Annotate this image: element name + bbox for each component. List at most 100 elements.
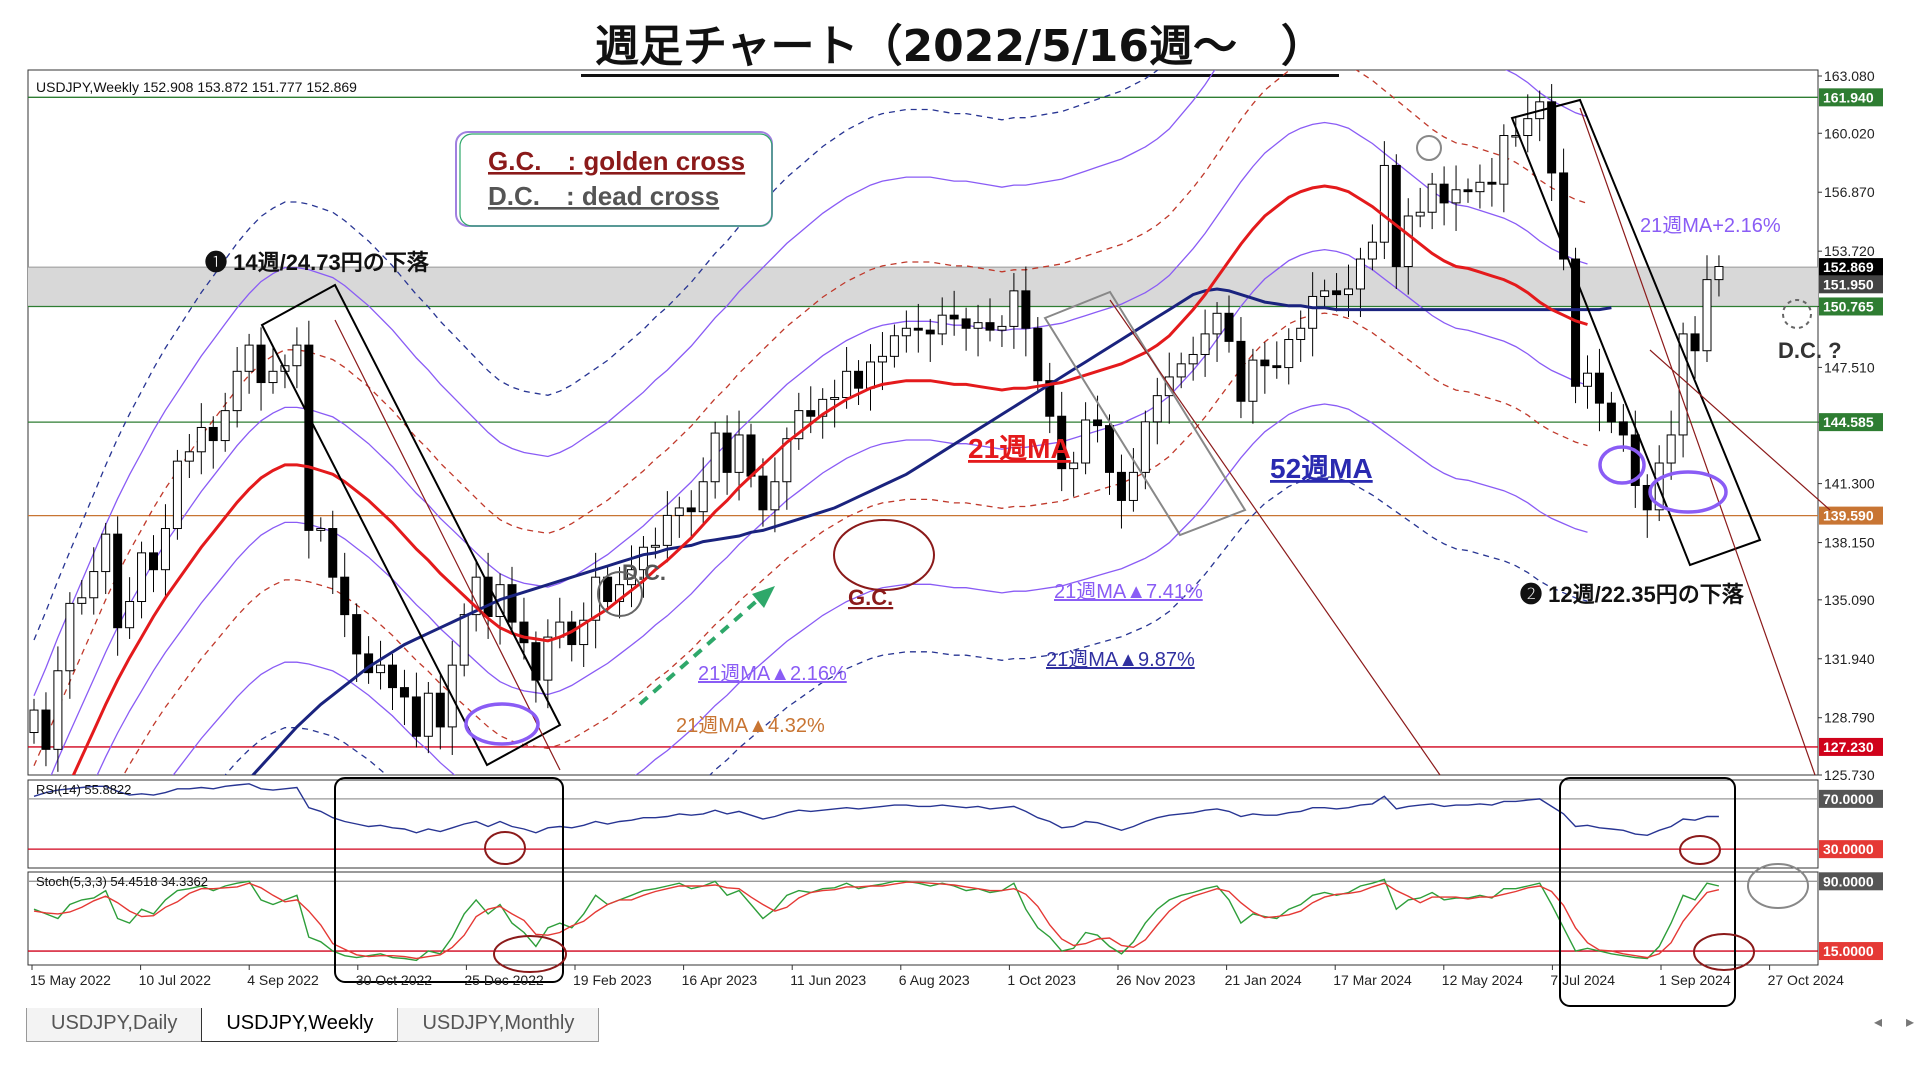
dead-cross-circle <box>597 571 643 617</box>
candle-body <box>543 636 553 681</box>
price-badge-label: 127.230 <box>1823 739 1874 755</box>
candle-body <box>89 571 99 599</box>
candle-body <box>794 410 804 440</box>
band-lower-4-32 <box>122 312 1588 775</box>
candle-body <box>149 552 158 571</box>
candle-body <box>77 597 87 604</box>
candle-body <box>782 438 792 483</box>
candle-body <box>1248 359 1258 402</box>
candle-body <box>1415 211 1425 217</box>
candle-body <box>985 322 995 331</box>
scroll-left-icon[interactable]: ◂ <box>1874 1012 1883 1031</box>
candle-body <box>125 601 135 629</box>
price-tick-label: 125.730 <box>1824 767 1875 783</box>
date-tick-label: 21 Jan 2024 <box>1225 972 1302 988</box>
candle-body <box>137 552 147 603</box>
price-badge <box>1819 413 1883 432</box>
candle-body <box>1547 101 1557 174</box>
stoch-k-line <box>33 878 1720 962</box>
candle-body <box>734 434 744 473</box>
candle-body <box>877 355 887 363</box>
price-badge <box>1819 737 1883 756</box>
band-minus-7-41-label: 21週MA▲7.41% <box>1054 580 1203 603</box>
candle-body <box>674 507 684 516</box>
candle-body <box>519 621 529 644</box>
candle-body <box>29 709 39 734</box>
moving-averages <box>71 184 1612 775</box>
candle-body <box>507 584 517 623</box>
date-tick-label: 25 Dec 2022 <box>464 972 544 988</box>
tab-monthly[interactable]: USDJPY,Monthly <box>397 1008 600 1042</box>
stoch-level-label: 15.0000 <box>1823 943 1874 959</box>
drop2-channel <box>1510 98 1762 567</box>
scroll-right-icon[interactable]: ▸ <box>1906 1012 1915 1031</box>
candle-body <box>1702 279 1712 352</box>
ma52-label: 52週MA <box>1270 453 1373 484</box>
candle-body <box>1057 415 1067 470</box>
candle-body <box>591 576 601 621</box>
candle-body <box>806 410 816 417</box>
date-tick-label: 15 May 2022 <box>30 972 111 988</box>
candle-body <box>758 475 768 511</box>
tab-weekly[interactable]: USDJPY,Weekly <box>201 1008 399 1042</box>
candle-body <box>411 696 421 737</box>
candle-body <box>352 614 362 655</box>
golden-cross-ellipse <box>833 519 935 591</box>
candle-body <box>1260 359 1270 367</box>
candle-body <box>638 546 648 571</box>
candle-body <box>1224 312 1234 342</box>
candle-body <box>316 528 326 531</box>
candle-body <box>328 528 338 578</box>
trendline-2 <box>1109 299 1441 776</box>
band-upper-9-87 <box>33 70 1159 641</box>
price-badge-label: 161.940 <box>1823 89 1874 105</box>
date-tick-label: 10 Jul 2022 <box>139 972 212 988</box>
date-tick-label: 7 Jul 2024 <box>1550 972 1615 988</box>
symbol-info: USDJPY,Weekly 152.908 153.872 151.777 15… <box>36 79 357 95</box>
band-minus-2-16-label: 21週MA▲2.16% <box>698 662 847 685</box>
ma21-label: 21週MA <box>968 433 1071 464</box>
candle-body <box>842 370 852 399</box>
date-tick-label: 27 Oct 2024 <box>1768 972 1844 988</box>
candle-body <box>388 664 397 689</box>
candle-body <box>1188 353 1198 365</box>
candle-body <box>949 314 959 320</box>
price-badge-label: 152.869 <box>1823 259 1874 275</box>
candle-body <box>1487 181 1497 185</box>
ma21-line <box>71 184 1588 775</box>
peak-circle <box>1416 135 1442 161</box>
candle-body <box>1451 189 1461 204</box>
tab-scroll[interactable]: ◂ ▸ <box>1850 1012 1914 1031</box>
price-badge <box>1819 258 1883 277</box>
candle-body <box>1332 290 1342 296</box>
band-minus-9-87-label: 21週MA▲9.87% <box>1046 648 1195 671</box>
price-badge <box>1819 297 1883 316</box>
rsi-level-badge <box>1819 789 1883 808</box>
candle-body <box>866 361 875 389</box>
date-tick-label: 26 Nov 2023 <box>1116 972 1196 988</box>
candle-body <box>925 329 935 335</box>
candle-body <box>1236 340 1246 402</box>
candle-body <box>650 544 660 548</box>
tab-daily[interactable]: USDJPY,Daily <box>26 1008 203 1042</box>
date-tick-label: 19 Feb 2023 <box>573 972 652 988</box>
candle-body <box>746 434 756 477</box>
candle-body <box>1630 434 1640 486</box>
candle-body <box>220 410 230 442</box>
candle-body <box>1116 471 1126 501</box>
candle-body <box>268 370 278 384</box>
candle-body <box>1618 421 1628 436</box>
date-tick-label: 1 Sep 2024 <box>1659 972 1731 988</box>
candle-body <box>184 451 194 462</box>
uptrend-arrow-head <box>752 586 775 608</box>
candle-body <box>1594 372 1604 404</box>
candle-body <box>208 426 218 442</box>
legend-gc: G.C. : golden cross <box>488 146 745 176</box>
drop1-channel <box>260 283 562 767</box>
dead-cross-label: D.C. <box>622 560 666 585</box>
drop1-label: ❶ 14週/24.73円の下落 <box>205 250 430 275</box>
price-tick-label: 147.510 <box>1824 359 1875 375</box>
candle-body <box>1308 295 1318 329</box>
rsi-low1-circle <box>484 831 526 865</box>
date-tick-label: 6 Aug 2023 <box>899 972 970 988</box>
